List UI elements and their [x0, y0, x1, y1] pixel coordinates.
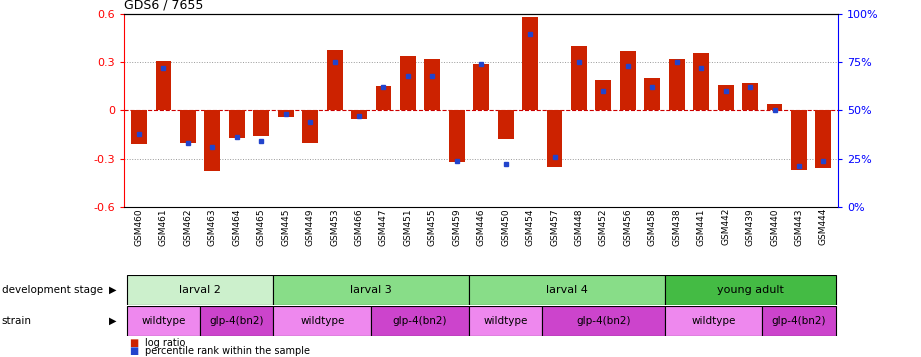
Bar [665, 275, 835, 305]
Text: wildtype: wildtype [484, 316, 528, 326]
Text: GSM438: GSM438 [672, 208, 682, 246]
Text: GSM466: GSM466 [355, 208, 364, 246]
Text: ▶: ▶ [109, 316, 116, 326]
Text: ▶: ▶ [109, 285, 116, 295]
Text: strain: strain [2, 316, 32, 326]
Text: larval 4: larval 4 [546, 285, 588, 295]
Bar [278, 111, 294, 117]
Bar [204, 111, 220, 171]
Text: GSM464: GSM464 [232, 208, 241, 246]
Bar [131, 111, 147, 144]
Bar [620, 51, 635, 111]
Bar [473, 64, 489, 111]
Bar [665, 306, 763, 336]
Text: GSM439: GSM439 [746, 208, 754, 246]
Text: GSM447: GSM447 [379, 208, 388, 246]
Text: larval 3: larval 3 [350, 285, 392, 295]
Text: GSM451: GSM451 [403, 208, 413, 246]
Text: wildtype: wildtype [692, 316, 736, 326]
Text: young adult: young adult [717, 285, 784, 295]
Text: GSM453: GSM453 [330, 208, 339, 246]
Bar [645, 79, 660, 111]
Text: wildtype: wildtype [300, 316, 344, 326]
Bar [376, 86, 391, 111]
Text: GSM448: GSM448 [575, 208, 584, 246]
Bar [127, 275, 274, 305]
Text: GSM460: GSM460 [134, 208, 144, 246]
Text: GSM441: GSM441 [696, 208, 705, 246]
Text: GSM445: GSM445 [281, 208, 290, 246]
Bar [571, 46, 587, 111]
Bar [180, 111, 196, 142]
Bar [302, 111, 318, 142]
Text: glp-4(bn2): glp-4(bn2) [393, 316, 448, 326]
Bar [200, 306, 274, 336]
Text: GSM459: GSM459 [452, 208, 461, 246]
Bar [425, 59, 440, 111]
Text: ■: ■ [129, 338, 138, 348]
Bar [522, 17, 538, 111]
Text: GSM454: GSM454 [526, 208, 534, 246]
Text: GSM455: GSM455 [428, 208, 437, 246]
Bar [274, 275, 469, 305]
Bar [327, 50, 343, 111]
Bar [717, 85, 734, 111]
Bar [791, 111, 807, 170]
Bar [449, 111, 465, 162]
Text: GSM462: GSM462 [183, 208, 192, 246]
Text: glp-4(bn2): glp-4(bn2) [772, 316, 826, 326]
Text: GSM456: GSM456 [624, 208, 633, 246]
Text: percentile rank within the sample: percentile rank within the sample [145, 346, 309, 356]
Bar [542, 306, 665, 336]
Text: GSM461: GSM461 [159, 208, 168, 246]
Bar [127, 306, 200, 336]
Text: GSM452: GSM452 [599, 208, 608, 246]
Text: log ratio: log ratio [145, 338, 185, 348]
Bar [766, 104, 783, 111]
Bar [253, 111, 269, 136]
Text: GSM465: GSM465 [257, 208, 266, 246]
Text: development stage: development stage [2, 285, 103, 295]
Bar [596, 80, 612, 111]
Bar [351, 111, 367, 119]
Bar [274, 306, 371, 336]
Text: GSM443: GSM443 [795, 208, 803, 246]
Bar [742, 83, 758, 111]
Bar [763, 306, 835, 336]
Bar [669, 59, 684, 111]
Bar [546, 111, 563, 167]
Bar [228, 111, 245, 138]
Bar [469, 306, 542, 336]
Text: GSM463: GSM463 [208, 208, 216, 246]
Text: GSM450: GSM450 [501, 208, 510, 246]
Bar [815, 111, 832, 168]
Text: GSM458: GSM458 [647, 208, 657, 246]
Bar [400, 56, 416, 111]
Bar [156, 61, 171, 111]
Text: wildtype: wildtype [141, 316, 186, 326]
Bar [469, 275, 665, 305]
Bar [694, 53, 709, 111]
Text: GDS6 / 7655: GDS6 / 7655 [124, 0, 204, 12]
Text: GSM440: GSM440 [770, 208, 779, 246]
Text: ■: ■ [129, 346, 138, 356]
Bar [371, 306, 469, 336]
Text: glp-4(bn2): glp-4(bn2) [210, 316, 264, 326]
Bar [497, 111, 514, 139]
Text: GSM446: GSM446 [477, 208, 485, 246]
Text: glp-4(bn2): glp-4(bn2) [577, 316, 631, 326]
Text: GSM449: GSM449 [306, 208, 315, 246]
Text: GSM457: GSM457 [550, 208, 559, 246]
Text: larval 2: larval 2 [180, 285, 221, 295]
Text: GSM444: GSM444 [819, 208, 828, 245]
Text: GSM442: GSM442 [721, 208, 730, 245]
